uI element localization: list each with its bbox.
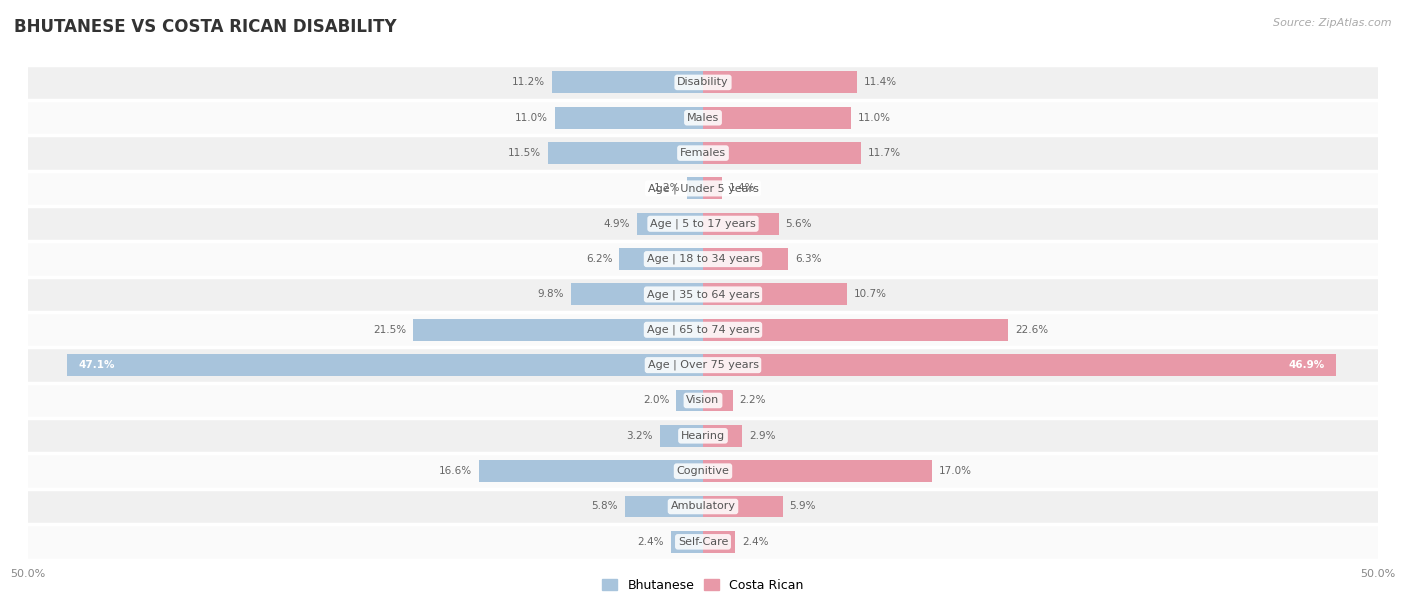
Bar: [671, 531, 703, 553]
Text: Age | Under 5 years: Age | Under 5 years: [648, 183, 758, 193]
Legend: Bhutanese, Costa Rican: Bhutanese, Costa Rican: [598, 574, 808, 597]
Text: 2.9%: 2.9%: [749, 431, 775, 441]
Bar: [28, 100, 1378, 135]
Bar: [28, 312, 1378, 348]
Bar: [28, 348, 1378, 382]
Bar: [703, 496, 783, 518]
Text: Males: Males: [688, 113, 718, 123]
Text: Age | 65 to 74 years: Age | 65 to 74 years: [647, 324, 759, 335]
Bar: [28, 418, 1378, 453]
Bar: [28, 489, 1378, 524]
Bar: [67, 354, 703, 376]
Text: 16.6%: 16.6%: [439, 466, 472, 476]
Bar: [28, 277, 1378, 312]
Text: 5.6%: 5.6%: [786, 218, 811, 229]
Bar: [703, 460, 932, 482]
Text: Hearing: Hearing: [681, 431, 725, 441]
Text: 2.4%: 2.4%: [742, 537, 769, 547]
Text: 9.8%: 9.8%: [537, 289, 564, 299]
Text: Vision: Vision: [686, 395, 720, 406]
Text: Age | 5 to 17 years: Age | 5 to 17 years: [650, 218, 756, 229]
Bar: [703, 319, 1008, 341]
Bar: [703, 248, 787, 270]
Bar: [703, 213, 779, 235]
Bar: [479, 460, 703, 482]
Text: Ambulatory: Ambulatory: [671, 501, 735, 512]
Bar: [28, 382, 1378, 418]
Bar: [703, 425, 742, 447]
Bar: [413, 319, 703, 341]
Bar: [28, 171, 1378, 206]
Text: 11.2%: 11.2%: [512, 77, 546, 88]
Bar: [703, 177, 721, 200]
Text: Age | Over 75 years: Age | Over 75 years: [648, 360, 758, 370]
Bar: [28, 65, 1378, 100]
Bar: [703, 531, 735, 553]
Text: 2.2%: 2.2%: [740, 395, 766, 406]
Bar: [28, 242, 1378, 277]
Text: 11.5%: 11.5%: [508, 148, 541, 158]
Text: 1.4%: 1.4%: [728, 184, 755, 193]
Bar: [571, 283, 703, 305]
Bar: [703, 142, 860, 164]
Text: 4.9%: 4.9%: [603, 218, 630, 229]
Bar: [28, 206, 1378, 242]
Text: 5.8%: 5.8%: [592, 501, 619, 512]
Bar: [28, 453, 1378, 489]
Text: 6.2%: 6.2%: [586, 254, 613, 264]
Text: 21.5%: 21.5%: [373, 325, 406, 335]
Text: Self-Care: Self-Care: [678, 537, 728, 547]
Text: Age | 18 to 34 years: Age | 18 to 34 years: [647, 254, 759, 264]
Bar: [551, 72, 703, 94]
Bar: [703, 283, 848, 305]
Text: 2.4%: 2.4%: [637, 537, 664, 547]
Bar: [686, 177, 703, 200]
Bar: [659, 425, 703, 447]
Text: Source: ZipAtlas.com: Source: ZipAtlas.com: [1274, 18, 1392, 28]
Text: Females: Females: [681, 148, 725, 158]
Bar: [28, 135, 1378, 171]
Text: 17.0%: 17.0%: [939, 466, 972, 476]
Text: 11.7%: 11.7%: [868, 148, 901, 158]
Bar: [554, 106, 703, 129]
Text: 47.1%: 47.1%: [79, 360, 114, 370]
Bar: [28, 524, 1378, 559]
Text: Age | 35 to 64 years: Age | 35 to 64 years: [647, 289, 759, 300]
Bar: [703, 106, 852, 129]
Text: BHUTANESE VS COSTA RICAN DISABILITY: BHUTANESE VS COSTA RICAN DISABILITY: [14, 18, 396, 36]
Text: Disability: Disability: [678, 77, 728, 88]
Text: 3.2%: 3.2%: [627, 431, 652, 441]
Text: 5.9%: 5.9%: [789, 501, 815, 512]
Bar: [703, 72, 856, 94]
Bar: [624, 496, 703, 518]
Bar: [703, 354, 1336, 376]
Bar: [703, 389, 733, 411]
Bar: [637, 213, 703, 235]
Text: 11.4%: 11.4%: [863, 77, 897, 88]
Text: 2.0%: 2.0%: [643, 395, 669, 406]
Text: 10.7%: 10.7%: [855, 289, 887, 299]
Text: 46.9%: 46.9%: [1289, 360, 1326, 370]
Text: Cognitive: Cognitive: [676, 466, 730, 476]
Text: 6.3%: 6.3%: [794, 254, 821, 264]
Bar: [619, 248, 703, 270]
Text: 11.0%: 11.0%: [515, 113, 548, 123]
Text: 11.0%: 11.0%: [858, 113, 891, 123]
Text: 22.6%: 22.6%: [1015, 325, 1047, 335]
Bar: [548, 142, 703, 164]
Text: 1.2%: 1.2%: [654, 184, 681, 193]
Bar: [676, 389, 703, 411]
